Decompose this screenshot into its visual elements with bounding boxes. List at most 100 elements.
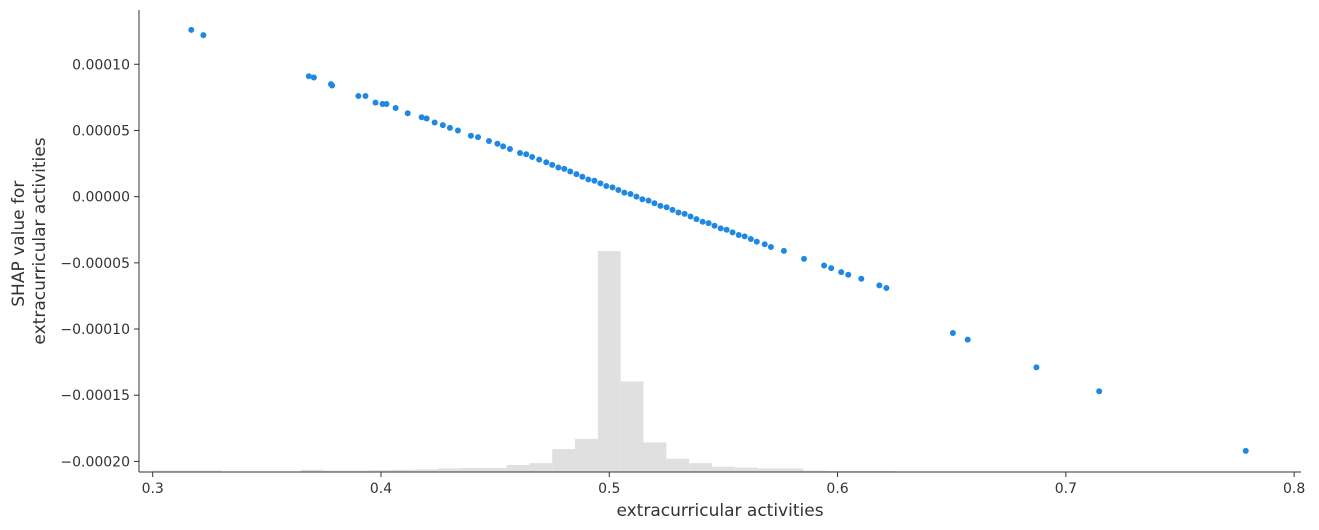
x-tick-label: 0.6: [826, 481, 848, 497]
scatter-point: [876, 282, 883, 289]
scatter-point: [454, 127, 461, 134]
scatter-point: [475, 134, 482, 141]
y-tick-label: 0.00005: [72, 123, 130, 139]
scatter-point: [517, 149, 524, 156]
scatter-point: [753, 238, 760, 245]
y-tick-label: 0.00010: [72, 57, 130, 73]
scatter-point: [585, 176, 592, 183]
y-tick-label: −0.00020: [60, 454, 130, 470]
histogram-bar: [597, 251, 621, 472]
scatter-point: [858, 275, 865, 282]
scatter-point: [603, 183, 610, 190]
scatter-point: [392, 104, 399, 111]
histogram-bar: [780, 468, 804, 472]
histogram-bar: [734, 467, 758, 472]
histogram-bar: [689, 463, 713, 472]
scatter-point: [200, 32, 207, 39]
histogram-bar: [198, 470, 222, 472]
y-tick-label: −0.00005: [60, 256, 130, 272]
histogram-bar: [620, 381, 644, 472]
histogram-bar: [438, 468, 461, 472]
histogram-bar: [392, 469, 416, 472]
histogram-bar: [552, 449, 576, 472]
scatter-point: [699, 218, 706, 225]
histogram-bar: [415, 469, 439, 472]
histogram-bar: [666, 458, 690, 472]
x-tick-label: 0.8: [1283, 481, 1305, 497]
scatter-point: [801, 255, 808, 262]
histogram-bar: [346, 470, 370, 472]
scatter-point: [536, 156, 543, 163]
x-tick-label: 0.5: [598, 481, 620, 497]
scatter-point: [372, 99, 379, 106]
scatter-point: [780, 247, 787, 254]
histogram-bar: [323, 470, 347, 472]
y-axis-title-line-2: extracurricular activities: [30, 137, 50, 344]
scatter-point: [431, 119, 438, 126]
scatter-point: [723, 226, 730, 233]
scatter-point: [645, 197, 652, 204]
scatter-point: [529, 153, 536, 160]
scatter-point: [949, 330, 956, 336]
scatter-point: [705, 220, 712, 227]
scatter-points: [188, 26, 1249, 454]
scatter-point: [573, 171, 580, 178]
scatter-point: [494, 140, 501, 147]
scatter-point: [555, 164, 562, 171]
scatter-point: [404, 110, 411, 117]
scatter-point: [761, 241, 768, 248]
scatter-point: [687, 213, 694, 220]
scatter-point: [1033, 364, 1040, 371]
scatter-point: [883, 284, 890, 291]
scatter-point: [681, 210, 688, 217]
scatter-point: [188, 26, 195, 33]
histogram-bar: [529, 463, 553, 472]
scatter-point: [828, 265, 835, 272]
scatter-point: [663, 204, 670, 211]
scatter-point: [693, 216, 700, 223]
histogram-bar: [757, 468, 781, 472]
scatter-point: [735, 232, 742, 239]
scatter-point: [767, 243, 774, 250]
histogram-bar: [506, 464, 530, 472]
y-axis-title-line-1: SHAP value for: [9, 181, 29, 307]
scatter-point: [821, 262, 828, 269]
y-tick-label: 0.00000: [72, 190, 130, 206]
histogram-bar: [712, 466, 735, 472]
y-tick-label: −0.00015: [60, 388, 130, 404]
scatter-point: [609, 184, 616, 191]
scatter-point: [362, 93, 369, 100]
scatter-point: [964, 336, 971, 343]
scatter-point: [597, 180, 604, 187]
scatter-point: [305, 73, 312, 80]
histogram-bar: [460, 468, 484, 472]
scatter-point: [657, 202, 664, 209]
scatter-point: [1096, 388, 1103, 395]
scatter-point: [591, 177, 598, 184]
scatter-point: [741, 233, 748, 240]
scatter-point: [561, 165, 568, 172]
histogram-bar: [575, 438, 598, 472]
x-tick-label: 0.3: [142, 481, 164, 497]
histogram-bar: [803, 470, 827, 472]
scatter-point: [579, 173, 586, 180]
scatter-point: [615, 187, 622, 194]
x-axis-ticks: 0.3 0.4 0.5 0.6 0.7 0.8: [142, 472, 1305, 497]
scatter-point: [838, 269, 845, 276]
scatter-point: [506, 146, 513, 152]
y-axis-title: SHAP value for extracurricular activitie…: [9, 137, 50, 344]
scatter-point: [633, 193, 640, 200]
scatter-point: [423, 115, 430, 122]
scatter-point: [717, 225, 724, 232]
histogram-bar: [301, 469, 324, 472]
y-tick-label: −0.00010: [60, 322, 130, 338]
scatter-point: [543, 159, 550, 166]
scatter-point: [747, 236, 754, 243]
x-axis-title: extracurricular activities: [616, 501, 823, 521]
scatter-point: [446, 124, 453, 131]
scatter-point: [639, 196, 646, 203]
feature-histogram: [152, 251, 895, 472]
scatter-point: [500, 143, 507, 150]
scatter-point: [439, 122, 446, 129]
scatter-point: [485, 138, 492, 145]
